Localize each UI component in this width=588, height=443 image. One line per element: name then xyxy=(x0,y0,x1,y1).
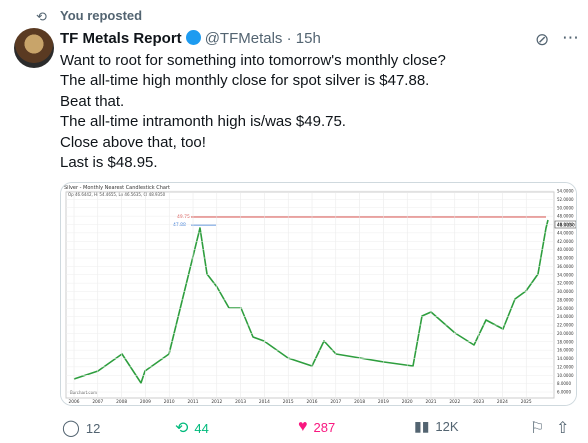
repost-button[interactable]: ⟲ 44 xyxy=(175,420,209,437)
price-label: 40.0000 xyxy=(557,247,574,252)
price-label: 36.0000 xyxy=(557,264,574,269)
price-label: 26.0000 xyxy=(557,306,574,311)
action-bar: ◯ 12 ⟲ 44 ♥ 287 ▮▮ 12K ⚐ ⇧ xyxy=(60,416,570,438)
post-line: Want to root for something into tomorrow… xyxy=(60,52,446,69)
year-label: 2025 xyxy=(521,399,532,405)
post-line: Last is $48.95. xyxy=(60,154,158,172)
last-box xyxy=(554,220,576,229)
price-label: 48.0000 xyxy=(557,214,574,219)
year-label: 2008 xyxy=(116,399,127,405)
year-label: 2021 xyxy=(426,399,437,405)
reply-button[interactable]: ◯ 12 xyxy=(62,420,101,437)
year-label: 2024 xyxy=(497,399,508,405)
price-label: 50.0000 xyxy=(557,205,574,210)
source: Barchart.com xyxy=(70,390,97,395)
year-label: 2009 xyxy=(140,399,151,405)
share-button[interactable]: ⇧ xyxy=(556,420,570,437)
close-marker: 47.88 xyxy=(173,222,186,228)
post-line: The all-time intramonth high is/was $49.… xyxy=(60,113,346,131)
last-price: 48.9350 xyxy=(557,223,575,229)
year-label: 2020 xyxy=(402,399,413,405)
price-label: 22.0000 xyxy=(557,323,574,328)
avatar[interactable] xyxy=(14,28,54,68)
high-marker: 49.75 xyxy=(177,214,190,220)
image-title: Silver - Monthly Nearest Candlestick Cha… xyxy=(64,185,170,191)
price-label: 24.0000 xyxy=(557,314,574,319)
post-header: TF Metals Report @TFMetals · 15h xyxy=(60,30,321,47)
year-label: 2012 xyxy=(211,399,222,405)
chart-image: Silver - Monthly Nearest Candlestick Cha… xyxy=(61,183,576,405)
price-label: 14.0000 xyxy=(557,356,574,361)
timestamp[interactable]: 15h xyxy=(295,30,321,47)
price-label: 20.0000 xyxy=(557,331,574,336)
year-label: 2017 xyxy=(330,399,341,405)
price-label: 12.0000 xyxy=(557,364,574,369)
price-label: 38.0000 xyxy=(557,256,574,261)
price-label: 34.0000 xyxy=(557,272,574,277)
handle[interactable]: @TFMetals xyxy=(204,30,283,47)
year-label: 2018 xyxy=(354,399,365,405)
like-button[interactable]: ♥ 287 xyxy=(298,418,336,435)
post-text: Want to root for something into tomorrow… xyxy=(60,51,446,173)
price-label: 30.0000 xyxy=(557,289,574,294)
view-count: 12K xyxy=(435,419,459,434)
reply-count: 12 xyxy=(85,420,101,436)
year-label: 2010 xyxy=(164,399,175,405)
author-name[interactable]: TF Metals Report xyxy=(60,30,182,47)
verified-badge xyxy=(185,30,201,45)
price-label: 32.0000 xyxy=(557,281,574,286)
year-label: 2022 xyxy=(449,399,460,405)
post-line: The all-time high monthly close for spot… xyxy=(60,72,430,90)
grok-icon[interactable]: ⊘ xyxy=(535,30,550,49)
views-button[interactable]: ▮▮ 12K xyxy=(414,418,459,434)
price-label: 16.0000 xyxy=(557,348,574,353)
year-label: 2013 xyxy=(235,399,246,405)
repost-count: 44 xyxy=(194,420,209,436)
year-label: 2019 xyxy=(378,399,389,405)
year-label: 2007 xyxy=(92,399,103,405)
separator: · xyxy=(286,30,292,47)
year-label: 2016 xyxy=(307,399,318,405)
year-label: 2011 xyxy=(188,399,199,405)
price-label: 46.0000 xyxy=(557,222,574,227)
price-label: 52.0000 xyxy=(557,197,574,202)
post-image[interactable]: Silver - Monthly Nearest Candlestick Cha… xyxy=(60,182,577,406)
more-menu[interactable]: ⋯ xyxy=(562,28,579,47)
post-line: Close above that, too! xyxy=(60,133,206,151)
post-line: Beat that. xyxy=(60,92,125,110)
price-label: 6.0000 xyxy=(557,390,571,395)
price-label: 54.0000 xyxy=(557,189,574,194)
price-label: 18.0000 xyxy=(557,339,574,344)
price-label: 8.0000 xyxy=(557,381,571,386)
price-label: 44.0000 xyxy=(557,230,574,235)
repost-label: You reposted xyxy=(60,8,143,23)
repost-icon: ⟲ xyxy=(36,9,47,24)
price-label: 42.0000 xyxy=(557,239,574,244)
year-label: 2014 xyxy=(259,399,270,405)
price-label: 28.0000 xyxy=(557,297,574,302)
year-label: 2015 xyxy=(283,399,294,405)
plot-area xyxy=(65,191,555,399)
year-label: 2006 xyxy=(69,399,80,405)
like-count: 287 xyxy=(313,419,336,435)
ohlc-legend: Op 46.6442, Hi 54.4655, Lo 46.5635, Cl 4… xyxy=(68,192,166,197)
year-label: 2023 xyxy=(473,399,484,405)
bookmark-button[interactable]: ⚐ xyxy=(530,420,545,437)
price-label: 10.0000 xyxy=(557,373,574,378)
